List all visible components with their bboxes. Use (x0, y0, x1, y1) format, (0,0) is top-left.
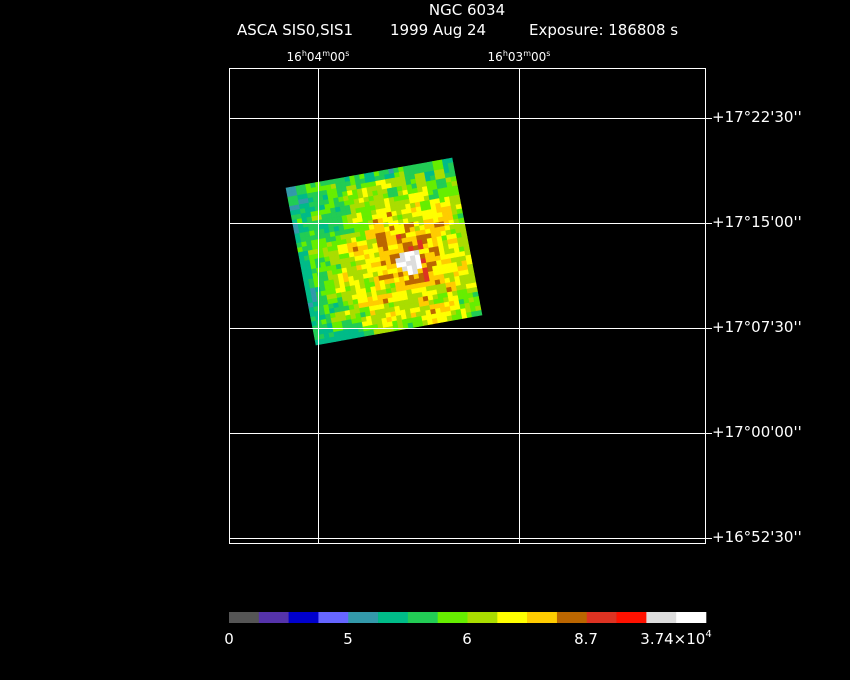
ra-value: 16 (488, 50, 503, 64)
ra-label: 16h04m00s (287, 49, 350, 64)
date: 1999 Aug 24 (390, 21, 486, 39)
dec-label: +17°00'00'' (712, 423, 802, 441)
ra-unit: m (523, 49, 531, 58)
colorbar-swatch (258, 612, 289, 623)
ra-unit: m (322, 49, 330, 58)
title: NGC 6034 (429, 1, 505, 19)
xray-image (285, 157, 483, 346)
colorbar-swatch (586, 612, 617, 623)
ra-unit: h (503, 49, 508, 58)
ra-value: 04 (307, 50, 322, 64)
colorbar-label: 0 (224, 630, 234, 648)
colorbar-swatch (497, 612, 528, 623)
colorbar-swatch (527, 612, 558, 623)
colorbar-swatch (646, 612, 677, 623)
frame (229, 68, 706, 544)
colorbar-swatch (467, 612, 498, 623)
dec-label: +17°22'30'' (712, 108, 802, 126)
ra-label: 16h03m00s (488, 49, 551, 64)
ra-unit: h (302, 49, 307, 58)
colorbar-swatch (676, 612, 707, 623)
colorbar-swatch (437, 612, 468, 623)
colorbar-label: 3.74×104 (640, 629, 711, 648)
colorbar-label: 5 (343, 630, 353, 648)
instrument: ASCA SIS0,SIS1 (237, 21, 353, 39)
colorbar: 0 5 6 8.7 3.74×104 (224, 612, 712, 648)
colorbar-label: 8.7 (574, 630, 598, 648)
ra-value: 00 (531, 50, 546, 64)
ra-value: 03 (508, 50, 523, 64)
dec-label: +17°07'30'' (712, 318, 802, 336)
colorbar-swatch (616, 612, 647, 623)
colorbar-swatch (407, 612, 438, 623)
colorbar-swatch (348, 612, 379, 623)
colorbar-swatch (318, 612, 349, 623)
coordinate-grid (229, 68, 712, 544)
image-pixel (475, 310, 483, 317)
exposure: Exposure: 186808 s (529, 21, 678, 39)
colorbar-swatch (556, 612, 588, 623)
mantissa: 3.74×10 (640, 630, 705, 648)
dec-label: +17°15'00'' (712, 213, 802, 231)
ra-unit: s (546, 49, 550, 58)
colorbar-label: 6 (462, 630, 472, 648)
exponent: 4 (705, 629, 711, 640)
colorbar-swatch (378, 612, 409, 623)
labels: 16h04m00s 16h03m00s+17°22'30''+17°15'00''… (287, 49, 802, 546)
dec-label: +16°52'30'' (712, 528, 802, 546)
ra-value: 00 (330, 50, 345, 64)
colorbar-swatch (288, 612, 319, 623)
ra-unit: s (345, 49, 349, 58)
colorbar-swatch (229, 612, 260, 623)
ra-value: 16 (287, 50, 302, 64)
